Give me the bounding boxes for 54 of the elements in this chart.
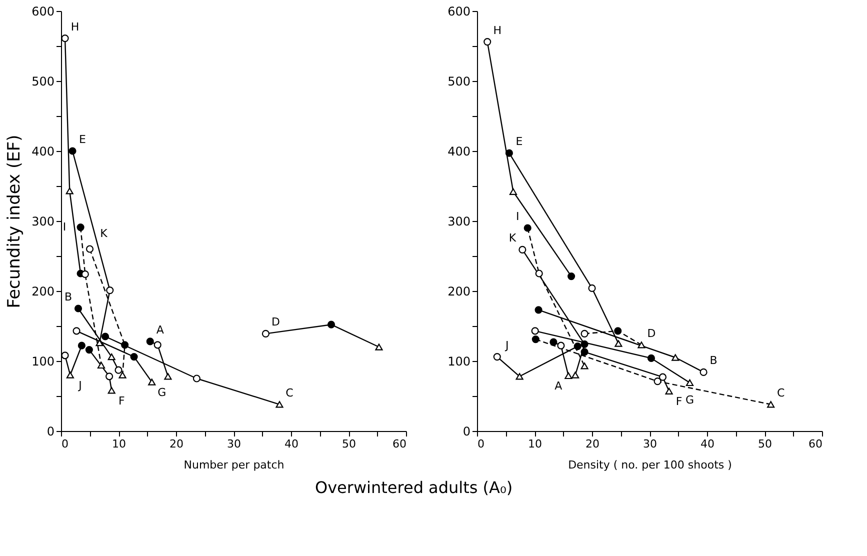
annotation: J xyxy=(78,379,82,392)
x-tick-label: 50 xyxy=(342,438,356,450)
x-tick-label: 10 xyxy=(528,438,542,450)
x-axis-title: Density ( no. per 100 shoots ) xyxy=(568,458,732,472)
y-tick-label: 600 xyxy=(448,4,470,18)
x-tick-label: 20 xyxy=(586,438,600,450)
x-tick-label: 0 xyxy=(478,438,484,450)
annotation: D xyxy=(271,316,280,329)
y-tick-label: 500 xyxy=(448,74,470,88)
x-tick-label: 60 xyxy=(392,438,406,450)
annotation: G xyxy=(158,386,166,399)
annotation: B xyxy=(64,290,72,304)
annotation: G xyxy=(685,394,694,407)
annotation: I xyxy=(516,210,520,223)
y-tick-label: 200 xyxy=(32,284,54,298)
x-tick-label: 0 xyxy=(62,438,68,450)
y-tick-label: 300 xyxy=(32,214,54,228)
x-tick-label: 40 xyxy=(700,438,714,450)
annotation: I xyxy=(62,220,66,234)
x-tick-label: 30 xyxy=(227,438,241,450)
annotation: A xyxy=(156,323,164,336)
annotation: B xyxy=(710,354,718,368)
annotation: C xyxy=(286,386,294,400)
y-tick-label: 100 xyxy=(32,354,54,368)
y-tick-label: 400 xyxy=(448,144,470,158)
y-tick-label: 100 xyxy=(448,354,470,368)
annotation: H xyxy=(70,20,80,34)
y-tick-label: 0 xyxy=(46,424,54,438)
y-axis-title: Fecundity index (EF) xyxy=(4,134,25,308)
annotation: F xyxy=(676,395,682,408)
annotation: F xyxy=(118,394,125,408)
y-tick-label: 400 xyxy=(32,144,54,158)
x-tick-label: 10 xyxy=(112,438,126,450)
x-tick-label: 30 xyxy=(643,438,657,450)
annotation: H xyxy=(493,24,502,37)
x-tick-label: 20 xyxy=(170,438,184,450)
x-tick-label: 50 xyxy=(758,438,772,450)
annotation: E xyxy=(516,135,523,148)
x-tick-label: 60 xyxy=(808,438,822,450)
annotation: E xyxy=(79,133,86,146)
y-tick-label: 600 xyxy=(32,4,54,18)
x-axis-title: Number per patch xyxy=(184,458,284,472)
x-tick-label: 40 xyxy=(284,438,298,450)
y-tick-label: 500 xyxy=(32,74,54,88)
annotation: C xyxy=(776,386,785,400)
annotation: A xyxy=(554,380,563,393)
y-tick-label: 0 xyxy=(462,424,470,438)
annotation: J xyxy=(504,338,509,352)
annotation: K xyxy=(508,232,517,245)
text: Overwintered adults (A₀) xyxy=(314,478,513,497)
y-tick-label: 200 xyxy=(448,284,470,298)
y-tick-label: 300 xyxy=(448,214,470,228)
annotation: D xyxy=(647,326,656,340)
annotation: K xyxy=(100,227,108,240)
